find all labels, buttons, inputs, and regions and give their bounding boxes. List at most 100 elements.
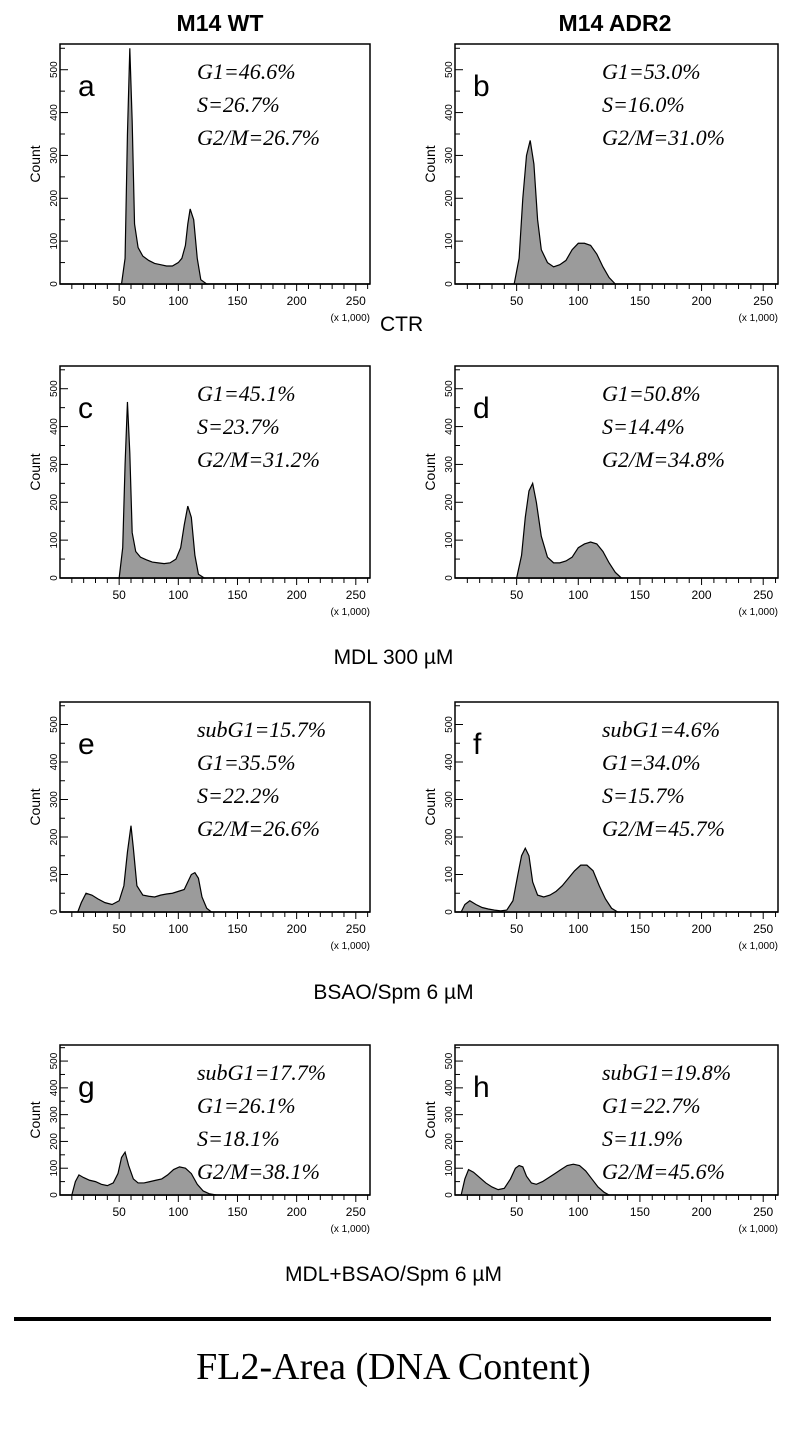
y-tick-label: 500 [444, 1052, 455, 1069]
y-tick-label: 500 [444, 380, 455, 397]
x-tick-label: 150 [227, 294, 247, 308]
histogram-area [513, 140, 617, 285]
panel-letter: a [78, 70, 95, 103]
histogram-panel-d: 50 100 150 200 250 (x 1,000) 0 100 200 300 400 500 C… [422, 365, 782, 638]
histogram-svg-g: 50 100 150 200 250 (x 1,000) 0 100 200 300 400 500 C… [27, 1044, 371, 1235]
phase-annotation: G1=50.8% [602, 381, 701, 406]
plot-frame [59, 1044, 371, 1196]
y-tick-label: 400 [444, 1079, 455, 1096]
histogram-area [460, 846, 620, 913]
panel-letter: c [78, 392, 93, 425]
phase-annotation: subG1=15.7% [197, 717, 326, 742]
plot-frame [454, 365, 779, 579]
x-tick-label: 50 [510, 588, 524, 602]
y-tick-label: 500 [49, 380, 60, 397]
y-tick-label: 0 [444, 1192, 455, 1198]
row-label-mdl-bsao: MDL+BSAO/Spm 6 µM [285, 1263, 502, 1286]
y-tick-label: 200 [444, 190, 455, 207]
x-tick-label: 100 [168, 294, 188, 308]
phase-annotation: G1=22.7% [602, 1093, 701, 1118]
phase-annotation: S=16.0% [602, 92, 685, 117]
x-scale-label: (x 1,000) [331, 607, 370, 618]
x-tick-label: 200 [287, 922, 307, 936]
panel-letter: b [473, 70, 490, 103]
x-tick-label: 100 [168, 922, 188, 936]
histogram-area [71, 1150, 217, 1196]
x-tick-label: 100 [168, 1205, 188, 1219]
plot-frame [454, 701, 779, 913]
phase-annotation: subG1=17.7% [197, 1060, 326, 1085]
y-tick-label: 100 [49, 866, 60, 883]
y-tick-label: 300 [444, 456, 455, 473]
x-tick-label: 200 [287, 588, 307, 602]
y-tick-label: 300 [444, 1106, 455, 1123]
y-tick-label: 100 [49, 1159, 60, 1176]
y-axis-title: Count [422, 145, 438, 182]
phase-annotation: G2/M=38.1% [197, 1159, 320, 1184]
x-tick-label: 50 [112, 588, 126, 602]
histogram-svg-a: 50 100 150 200 250 (x 1,000) 0 100 200 300 400 500 C… [27, 43, 371, 324]
phase-annotation: subG1=19.8% [602, 1060, 731, 1085]
histogram-area [118, 401, 207, 579]
x-tick-label: 250 [753, 588, 773, 602]
y-tick-label: 100 [49, 531, 60, 548]
histogram-svg-c: 50 100 150 200 250 (x 1,000) 0 100 200 300 400 500 C… [27, 365, 371, 618]
y-tick-label: 300 [444, 791, 455, 808]
y-axis-title: Count [27, 788, 43, 825]
plot-frame [454, 43, 779, 285]
phase-annotation: G1=34.0% [602, 750, 701, 775]
y-axis-title: Count [422, 453, 438, 490]
x-tick-label: 200 [692, 922, 712, 936]
y-tick-label: 100 [49, 232, 60, 249]
y-tick-label: 200 [444, 828, 455, 845]
y-tick-label: 200 [49, 828, 60, 845]
panel-letter: e [78, 728, 95, 761]
histogram-panel-f: 50 100 150 200 250 (x 1,000) 0 100 200 300 400 500 C… [422, 701, 782, 972]
x-tick-label: 250 [753, 294, 773, 308]
y-tick-label: 300 [49, 1106, 60, 1123]
histogram-svg-d: 50 100 150 200 250 (x 1,000) 0 100 200 300 400 500 C… [422, 365, 779, 618]
y-tick-label: 300 [49, 791, 60, 808]
y-tick-label: 400 [444, 104, 455, 121]
y-tick-label: 300 [49, 147, 60, 164]
phase-annotation: G2/M=31.0% [602, 125, 725, 150]
x-scale-label: (x 1,000) [331, 941, 370, 952]
x-tick-label: 150 [630, 294, 650, 308]
phase-annotation: G2/M=31.2% [197, 447, 320, 472]
x-scale-label: (x 1,000) [739, 607, 778, 618]
x-tick-label: 100 [168, 588, 188, 602]
x-tick-label: 100 [568, 588, 588, 602]
x-tick-label: 100 [568, 1205, 588, 1219]
histogram-panel-e: 50 100 150 200 250 (x 1,000) 0 100 200 300 400 500 C… [27, 701, 374, 972]
row-label-bsao: BSAO/Spm 6 µM [313, 981, 474, 1004]
row-label-mdl: MDL 300 µM [333, 646, 454, 669]
y-tick-label: 200 [49, 190, 60, 207]
y-tick-label: 300 [49, 456, 60, 473]
histogram-panel-a: 50 100 150 200 250 (x 1,000) 0 100 200 300 400 500 C… [27, 43, 374, 344]
phase-annotation: S=23.7% [197, 414, 280, 439]
x-tick-label: 200 [287, 1205, 307, 1219]
y-tick-label: 0 [49, 1192, 60, 1198]
plot-frame [59, 701, 371, 913]
histogram-svg-f: 50 100 150 200 250 (x 1,000) 0 100 200 300 400 500 C… [422, 701, 779, 952]
histogram-panel-c: 50 100 150 200 250 (x 1,000) 0 100 200 300 400 500 C… [27, 365, 374, 638]
phase-annotation: S=22.2% [197, 783, 280, 808]
phase-annotation: S=11.9% [602, 1126, 683, 1151]
x-scale-label: (x 1,000) [331, 1224, 370, 1235]
x-tick-label: 250 [346, 922, 366, 936]
x-tick-label: 50 [112, 294, 126, 308]
histogram-panel-b: 50 100 150 200 250 (x 1,000) 0 100 200 300 400 500 C… [422, 43, 782, 344]
y-tick-label: 100 [444, 866, 455, 883]
y-axis-title: Count [27, 453, 43, 490]
y-tick-label: 0 [444, 281, 455, 287]
phase-annotation: S=14.4% [602, 414, 685, 439]
x-tick-label: 250 [346, 294, 366, 308]
phase-annotation: S=15.7% [602, 783, 685, 808]
phase-annotation: G2/M=45.6% [602, 1159, 725, 1184]
x-tick-label: 200 [287, 294, 307, 308]
x-tick-label: 100 [568, 922, 588, 936]
y-tick-label: 400 [49, 418, 60, 435]
x-tick-label: 150 [630, 1205, 650, 1219]
y-tick-label: 500 [444, 716, 455, 733]
y-tick-label: 200 [49, 494, 60, 511]
